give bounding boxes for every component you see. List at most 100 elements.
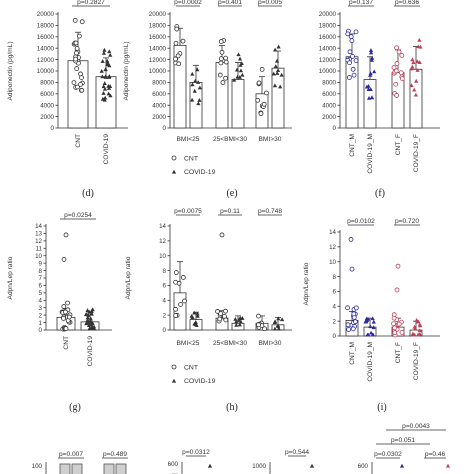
- panel-h-ytick-label: 10: [159, 253, 166, 260]
- panel-e-point: [175, 53, 181, 59]
- panel-e-point: [278, 84, 283, 89]
- panel-h-ytick-label: 12: [159, 238, 166, 245]
- panel-e-ytick-label: 0: [163, 125, 167, 132]
- panel-g-point: [89, 308, 94, 313]
- panel-e-point: [255, 97, 261, 103]
- panel-f-point: [399, 76, 405, 81]
- panel-d-point: [108, 52, 113, 57]
- panel-g-point: [65, 300, 70, 306]
- panel-g-pvalue: p=0.0254: [64, 212, 92, 219]
- legend-covid-marker: [171, 169, 177, 174]
- panel-h-point: [173, 270, 179, 275]
- panel-h-point: [237, 322, 242, 327]
- panel-f-ytick-label: 2000: [322, 114, 336, 121]
- panel-e-point: [193, 78, 198, 83]
- panel-i-ytick-label: 14: [329, 229, 336, 236]
- panel-d-category-label: COVID-19: [103, 134, 110, 165]
- panel-g-point: [88, 316, 93, 321]
- panel-d-point: [106, 86, 112, 90]
- panel-i-point: [371, 319, 376, 324]
- panel-d-point: [106, 91, 111, 96]
- bottom-a-bar: [103, 463, 115, 474]
- panel-g-ytick-label: 1: [39, 320, 43, 327]
- panel-f-ytick-label: 20000: [319, 11, 337, 18]
- panel-e-point: [192, 88, 197, 93]
- panel-g-point: [66, 314, 72, 320]
- legend2-covid-marker: [171, 378, 177, 383]
- panel-f-point: [347, 49, 353, 55]
- panel-g-point: [84, 312, 89, 316]
- legend-covid-label: COVID-19: [184, 169, 216, 176]
- panel-h-point: [272, 326, 278, 331]
- bottom-pvalue: p=0.46: [425, 451, 446, 458]
- panel-g-ytick-label: 10: [35, 253, 42, 260]
- panel-e-group-label: BMI>30: [259, 136, 282, 143]
- panel-f-point: [368, 48, 374, 52]
- panel-g-point: [63, 326, 69, 331]
- panel-i-pvalue: p=0.0102: [347, 218, 375, 225]
- panel-f-point: [346, 75, 352, 80]
- panel-e-point: [276, 44, 281, 49]
- panel-e-point: [271, 71, 276, 76]
- panel-g-ytick-label: 7: [39, 275, 43, 282]
- legend-cnt-label: CNT: [184, 156, 198, 163]
- panel-i-point: [394, 287, 400, 293]
- panel-f-point: [417, 60, 422, 65]
- panel-h-point: [276, 326, 282, 331]
- panel-g-ytick-label: 5: [39, 290, 43, 297]
- panel-g-ytick-label: 12: [35, 238, 42, 245]
- panel-i-point: [391, 315, 397, 321]
- panel-i-ytick-label: 4: [333, 303, 337, 310]
- panel-d-ytick-label: 10000: [37, 68, 55, 75]
- panel-i-category-label: COVID-19_M: [367, 342, 374, 382]
- panel-f-ytick-label: 10000: [319, 68, 337, 75]
- panel-f-ytick-label: 12000: [319, 57, 337, 64]
- panel-d-bar: [67, 60, 89, 129]
- panel-h-ytick-label: 6: [163, 283, 167, 290]
- panel-e-ytick-label: 6000: [152, 91, 166, 98]
- panel-d-point: [73, 40, 79, 46]
- panel-i-point: [392, 330, 398, 336]
- panel-g-ytick-label: 13: [35, 231, 42, 238]
- panel-d-point: [100, 74, 105, 79]
- panel-h-point: [276, 316, 281, 321]
- panel-g-point: [61, 315, 66, 321]
- panel-e-ytick-label: 8000: [152, 80, 166, 87]
- panel-e-point: [219, 49, 225, 55]
- panel-i-point: [366, 332, 371, 337]
- panel-g-ytick-label: 6: [39, 283, 43, 290]
- panel-g-ytick-label: 2: [39, 312, 43, 319]
- panel-e-point: [274, 58, 280, 63]
- bottom-a-bar: [115, 463, 127, 474]
- panel-f-point: [372, 69, 377, 74]
- panel-f-point: [349, 38, 355, 44]
- panel-d-ytick-label: 8000: [40, 80, 54, 87]
- panel-d-point: [99, 68, 104, 73]
- panel-f-category-label: CNT_M: [349, 134, 356, 157]
- panel-e-point: [275, 71, 280, 75]
- panel-f-point: [417, 37, 422, 42]
- panel-f-point: [393, 81, 399, 87]
- panel-e-ytick-label: 14000: [149, 45, 167, 52]
- panel-i-ylabel: Adpn/Lep ratio: [303, 262, 310, 305]
- panel-e-point: [197, 98, 202, 102]
- panel-d-ytick-label: 12000: [37, 57, 55, 64]
- panel-h-group-label: BMI<25: [177, 340, 200, 347]
- panel-e-point: [218, 56, 224, 62]
- panel-d-point: [74, 46, 80, 51]
- panel-f-point: [413, 92, 418, 97]
- panel-i-point: [351, 311, 357, 317]
- bottom-pvalue: p=0.0302: [374, 451, 402, 458]
- panel-h-point: [262, 326, 267, 332]
- panel-h-ytick-label: 8: [163, 268, 167, 275]
- panel-g-point: [89, 311, 94, 316]
- panel-e-point: [223, 59, 229, 65]
- panel-i-point: [363, 319, 368, 324]
- panel-h-pvalue: p=0.11: [220, 208, 240, 215]
- panel-f-ytick-label: 0: [333, 125, 337, 132]
- panel-e-point: [258, 111, 264, 117]
- panel-f-point: [412, 87, 417, 92]
- panel-f-point: [351, 72, 357, 78]
- panel-e-point: [223, 55, 229, 61]
- panel-e-point: [237, 56, 243, 61]
